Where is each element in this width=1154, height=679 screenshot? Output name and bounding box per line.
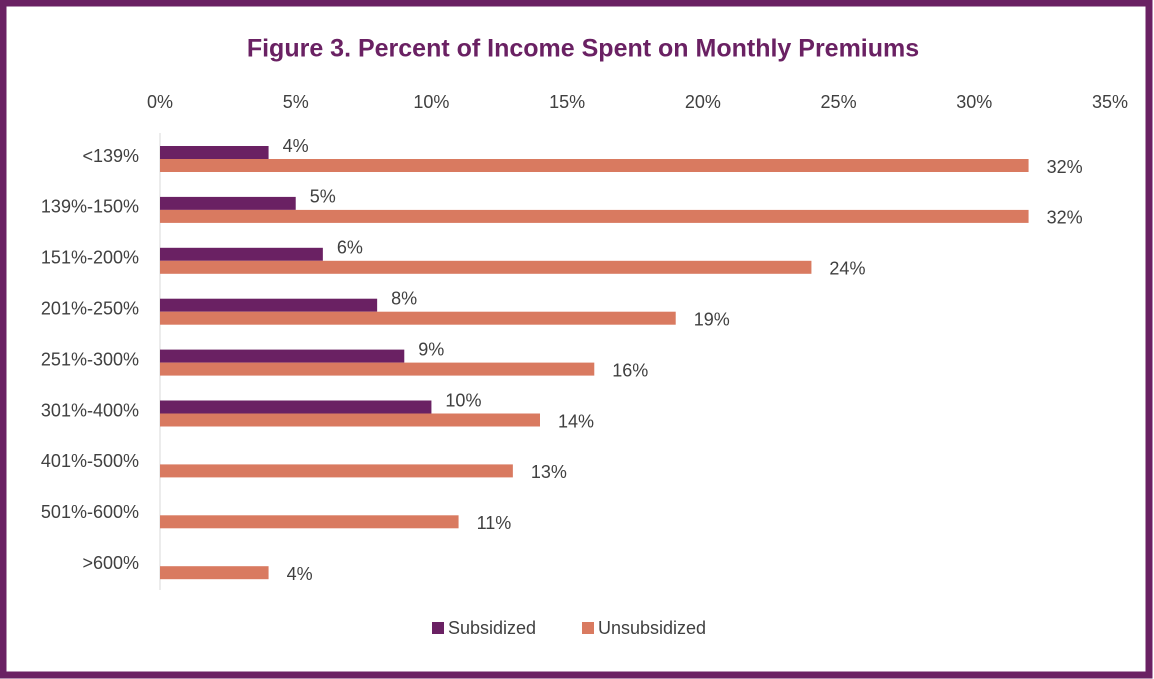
bar (160, 400, 432, 414)
legend-swatch (432, 622, 444, 634)
bar (160, 298, 378, 312)
y-tick-label: 301%-400% (41, 400, 139, 420)
chart-title: Figure 3. Percent of Income Spent on Mon… (247, 35, 919, 63)
y-tick-label: >600% (82, 553, 139, 573)
data-label: 8% (391, 288, 417, 308)
y-tick-label: 151%-200% (41, 248, 139, 268)
y-tick-label: <139% (82, 146, 139, 166)
y-tick-label: 201%-250% (41, 298, 139, 318)
data-label: 19% (694, 309, 730, 329)
x-tick-label: 35% (1092, 92, 1128, 112)
x-tick-label: 0% (147, 92, 173, 112)
y-tick-label: 501%-600% (41, 502, 139, 522)
y-tick-label: 251%-300% (41, 349, 139, 369)
bar (160, 349, 405, 363)
data-label: 5% (310, 187, 336, 207)
legend-label: Unsubsidized (598, 618, 706, 638)
y-tick-label: 139%-150% (41, 197, 139, 217)
y-tick-label: 401%-500% (41, 451, 139, 471)
data-label: 13% (531, 462, 567, 482)
bar (160, 566, 269, 580)
bar (160, 146, 269, 159)
x-tick-label: 20% (685, 92, 721, 112)
data-label: 11% (477, 513, 512, 533)
x-tick-label: 25% (821, 92, 857, 112)
data-label: 14% (558, 411, 594, 431)
bar (160, 196, 296, 210)
x-tick-label: 30% (956, 92, 992, 112)
bar (160, 413, 540, 427)
bar (160, 260, 812, 274)
data-label: 4% (287, 564, 313, 584)
x-tick-label: 5% (283, 92, 309, 112)
data-label: 9% (418, 339, 444, 359)
bar (160, 209, 1029, 223)
bar (160, 159, 1029, 172)
x-tick-label: 10% (413, 92, 449, 112)
bar (160, 464, 513, 478)
data-label: 32% (1047, 208, 1083, 228)
data-label: 10% (445, 390, 481, 410)
data-label: 6% (337, 238, 363, 258)
legend-label: Subsidized (448, 618, 536, 638)
bar (160, 362, 595, 376)
data-label: 24% (829, 259, 865, 279)
bar (160, 311, 676, 325)
data-label: 4% (283, 136, 309, 156)
x-tick-label: 15% (549, 92, 585, 112)
bar (160, 515, 459, 529)
legend-swatch (582, 622, 594, 634)
data-label: 32% (1047, 157, 1083, 177)
data-label: 16% (612, 360, 648, 380)
bar (160, 247, 323, 261)
